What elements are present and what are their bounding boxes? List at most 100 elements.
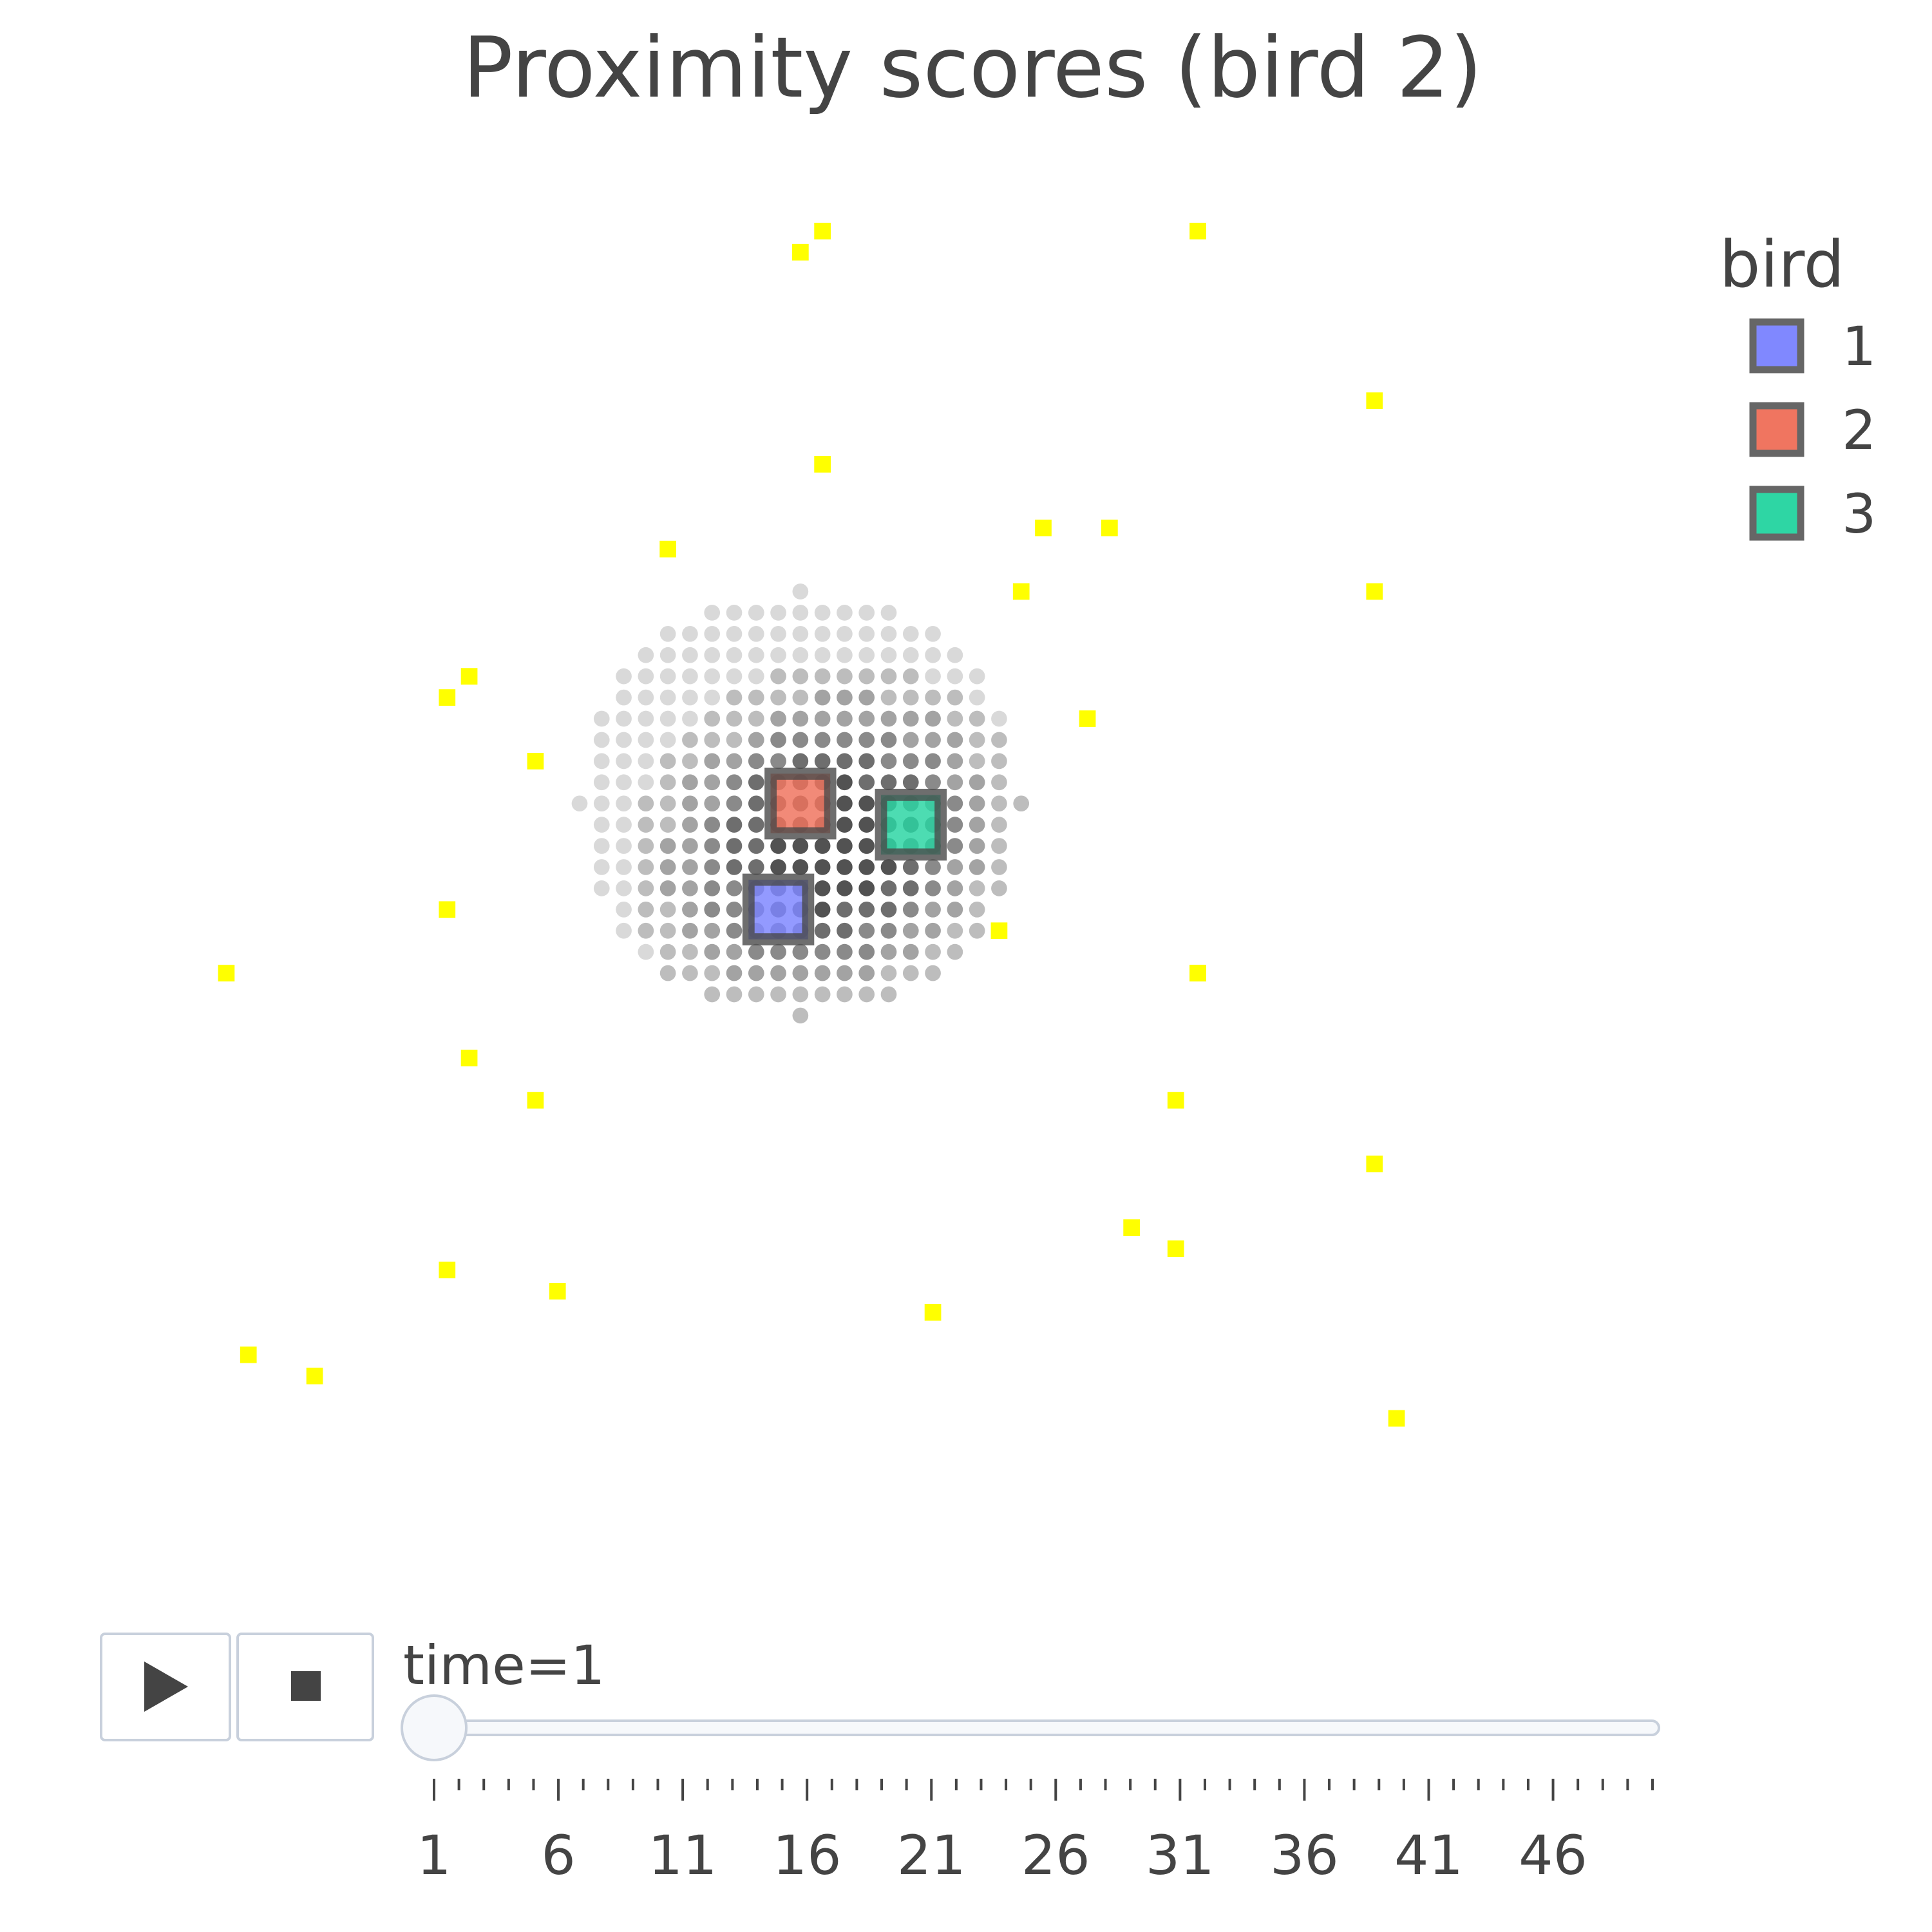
proximity-dot (748, 943, 764, 960)
proximity-dot (792, 605, 809, 621)
food-point (814, 222, 831, 240)
proximity-dot (682, 943, 698, 960)
proximity-dot (792, 732, 809, 748)
proximity-dot (593, 838, 610, 854)
proximity-dot (814, 689, 831, 706)
proximity-dot (837, 647, 853, 663)
proximity-dot (902, 668, 919, 685)
proximity-dot (947, 880, 963, 896)
proximity-dot (704, 647, 721, 663)
proximity-dot (837, 965, 853, 981)
proximity-dot (814, 732, 831, 748)
proximity-dot (969, 668, 985, 685)
proximity-dot (837, 859, 853, 875)
proximity-dot (837, 943, 853, 960)
bird-markers (742, 767, 947, 946)
proximity-dot (814, 647, 831, 663)
proximity-dot (616, 838, 632, 854)
proximity-dot (925, 880, 941, 896)
proximity-dot (638, 647, 654, 663)
proximity-dot (902, 753, 919, 770)
proximity-dot (947, 668, 963, 685)
proximity-dot (902, 689, 919, 706)
food-point (1388, 1410, 1405, 1427)
proximity-dot (659, 689, 676, 706)
proximity-dot (858, 986, 875, 1003)
proximity-dot (748, 647, 764, 663)
proximity-dot (726, 901, 743, 918)
proximity-dot (704, 689, 721, 706)
proximity-dot (704, 732, 721, 748)
proximity-dot (991, 838, 1007, 854)
proximity-dot (792, 689, 809, 706)
proximity-dot (880, 859, 897, 875)
proximity-dot (814, 838, 831, 854)
proximity-dot (616, 859, 632, 875)
proximity-dot (638, 838, 654, 854)
proximity-dot (880, 965, 897, 981)
legend-item-1[interactable]: 1 (1749, 315, 1876, 378)
proximity-dot (902, 710, 919, 727)
slider-tick-label: 16 (773, 1824, 842, 1887)
proximity-dot (638, 901, 654, 918)
proximity-dot (991, 774, 1007, 791)
food-point (1167, 1092, 1184, 1109)
proximity-dot (902, 880, 919, 896)
proximity-dot (726, 774, 743, 791)
proximity-dot (616, 668, 632, 685)
food-point (1366, 1155, 1383, 1173)
proximity-dot (638, 859, 654, 875)
proximity-dot (947, 795, 963, 812)
proximity-dot (593, 774, 610, 791)
proximity-dot (593, 753, 610, 770)
slider-track[interactable] (435, 1719, 1660, 1736)
proximity-dot (947, 774, 963, 791)
legend-item-2[interactable]: 2 (1749, 399, 1876, 462)
proximity-dot (925, 965, 941, 981)
slider-handle[interactable] (401, 1694, 468, 1761)
proximity-dot (880, 880, 897, 896)
proximity-dot (947, 838, 963, 854)
food-point (439, 1262, 456, 1278)
proximity-dot (837, 689, 853, 706)
proximity-dot (638, 943, 654, 960)
proximity-dot (925, 859, 941, 875)
proximity-dot (837, 605, 853, 621)
chart-title: Proximity scores (bird 2) (462, 19, 1482, 117)
food-point (1189, 222, 1206, 240)
proximity-dot (792, 647, 809, 663)
proximity-dot (880, 901, 897, 918)
play-button[interactable] (100, 1633, 231, 1741)
stop-button[interactable] (236, 1633, 374, 1741)
slider-tick-label: 6 (541, 1824, 575, 1887)
proximity-dot (837, 817, 853, 833)
proximity-dot (704, 922, 721, 939)
proximity-dot (659, 880, 676, 896)
proximity-dot (969, 774, 985, 791)
food-point (218, 965, 235, 981)
proximity-dot (682, 774, 698, 791)
proximity-dot (947, 859, 963, 875)
proximity-dot (837, 710, 853, 727)
proximity-dot (770, 943, 786, 960)
proximity-dot (770, 647, 786, 663)
proximity-dot (837, 625, 853, 642)
legend-item-3[interactable]: 3 (1749, 482, 1876, 545)
proximity-dot (880, 732, 897, 748)
proximity-dot (659, 710, 676, 727)
proximity-dot (991, 880, 1007, 896)
food-point (306, 1367, 323, 1385)
proximity-dot (659, 668, 676, 685)
proximity-dot (704, 710, 721, 727)
proximity-dot (682, 647, 698, 663)
legend-label: 3 (1842, 482, 1876, 545)
proximity-dot (925, 689, 941, 706)
proximity-dot (770, 710, 786, 727)
play-icon (144, 1662, 188, 1712)
proximity-dot (902, 859, 919, 875)
proximity-dot (858, 859, 875, 875)
proximity-dot (638, 668, 654, 685)
food-point (990, 922, 1008, 940)
proximity-dot (858, 774, 875, 791)
proximity-dot (704, 838, 721, 854)
